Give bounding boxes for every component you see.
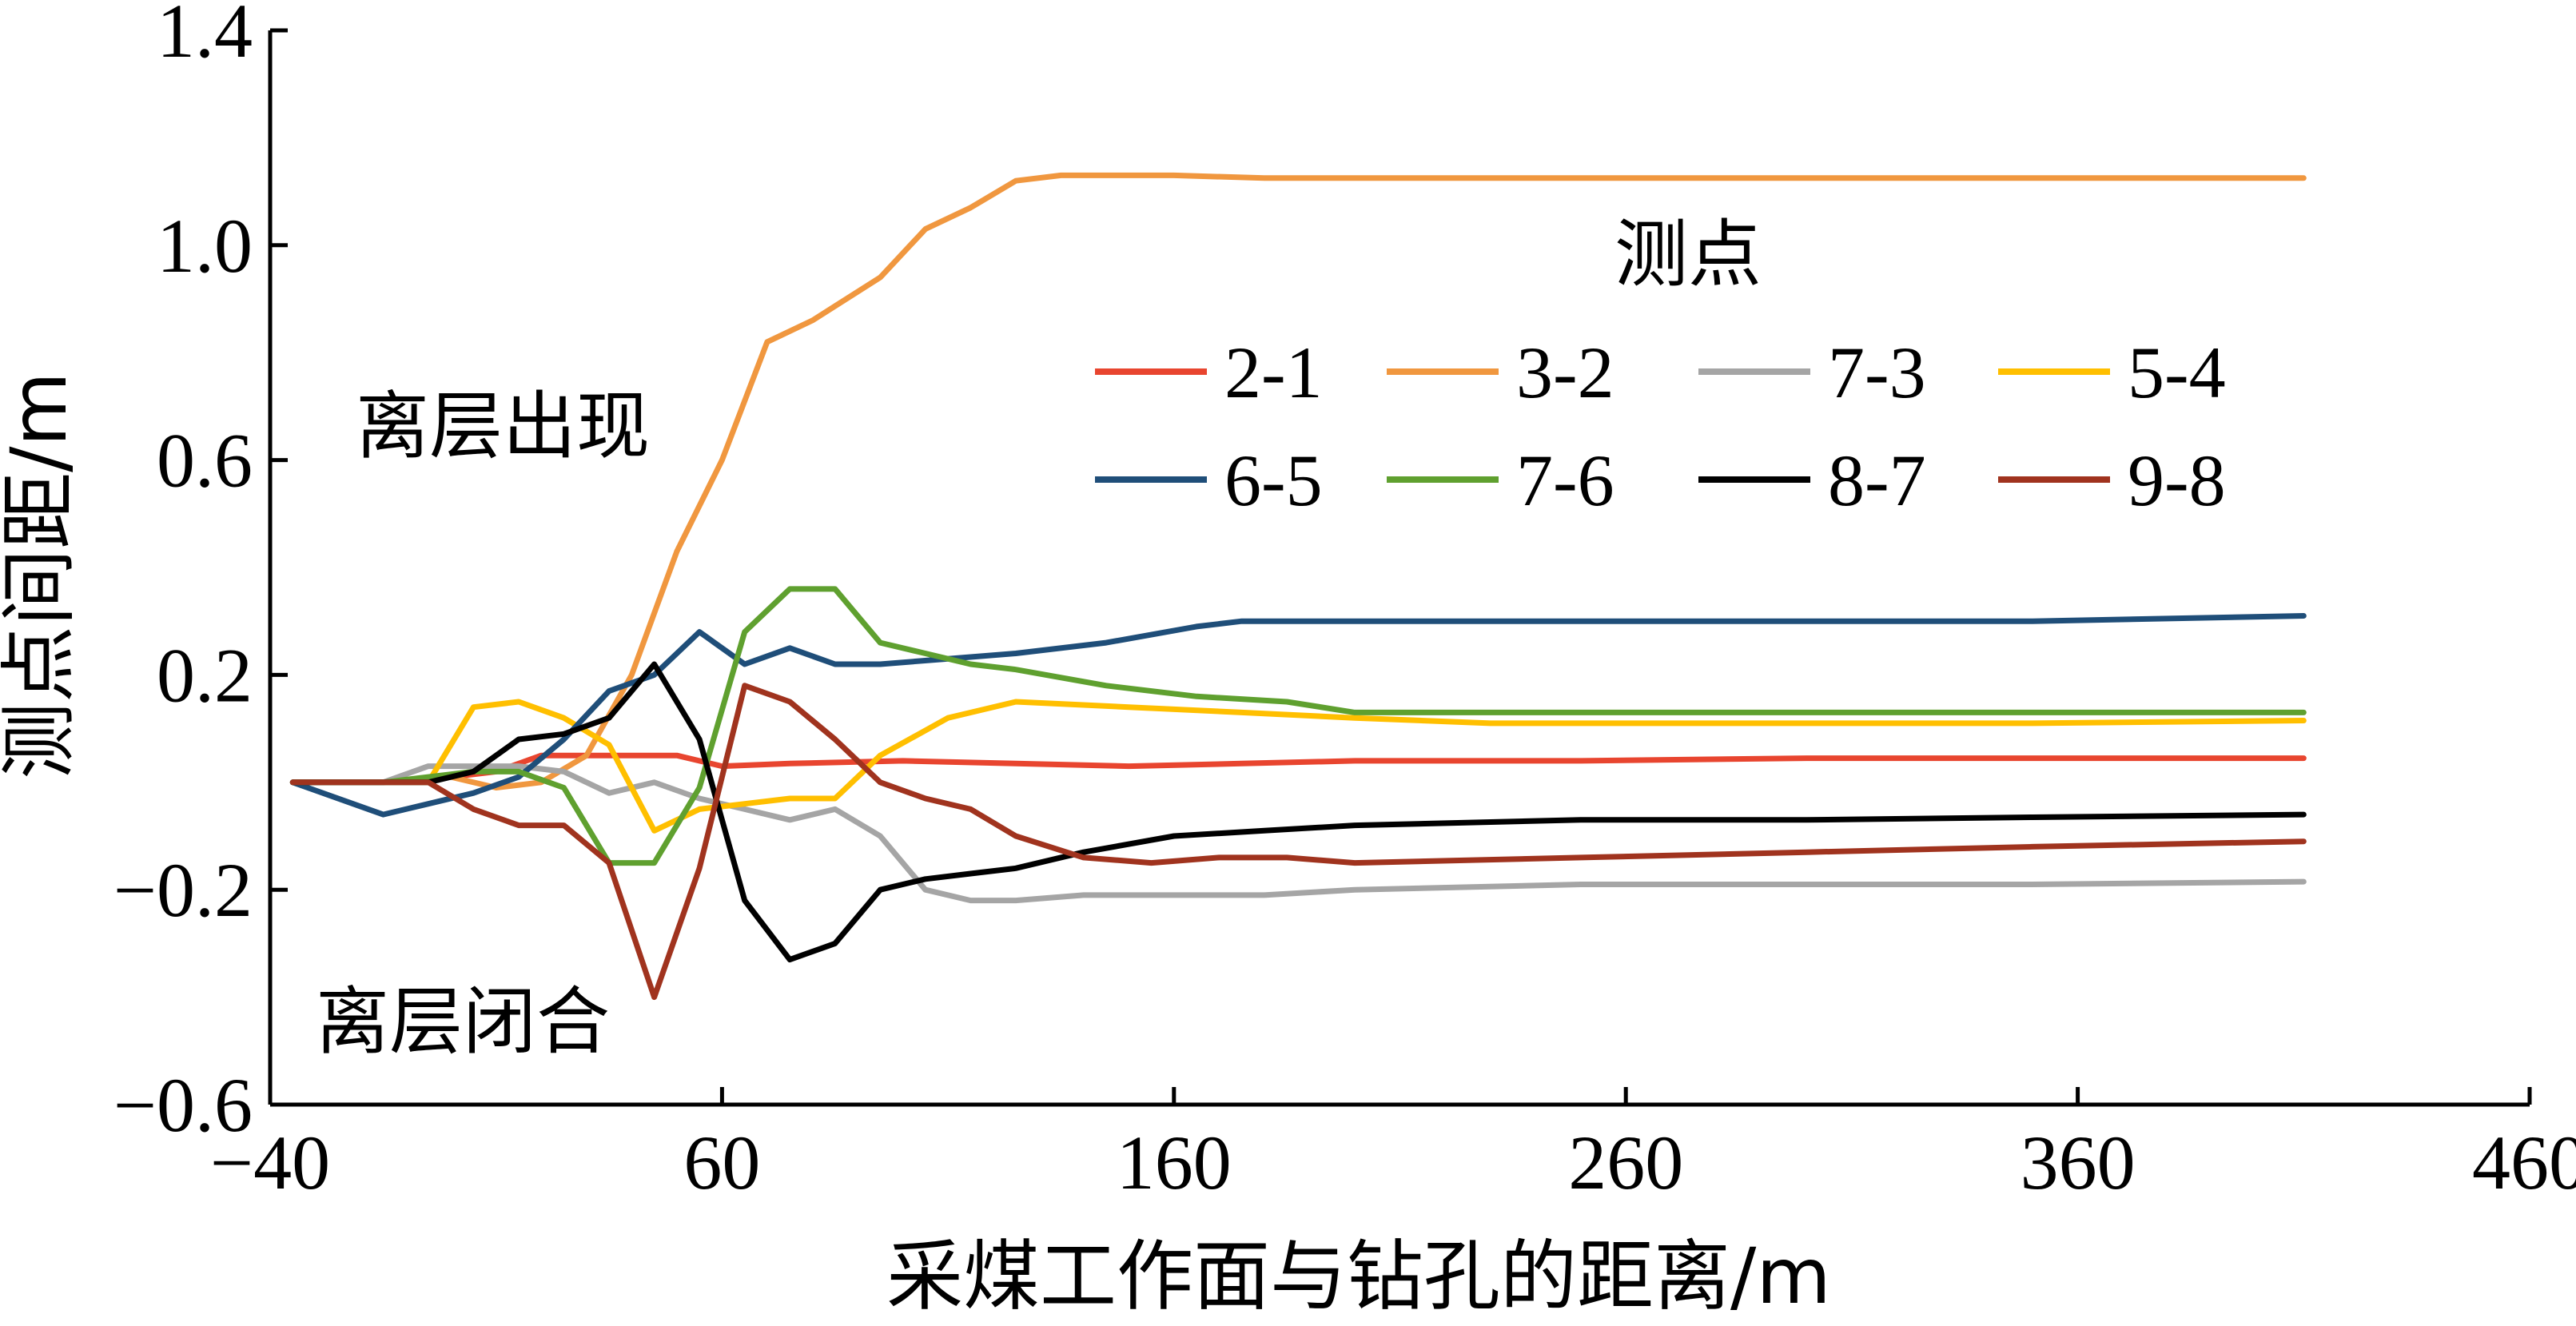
- x-tick-label: 60: [683, 1120, 760, 1205]
- x-tick-label: 160: [1117, 1120, 1232, 1205]
- series-line-7-3: [289, 763, 2307, 904]
- y-tick-label: 1.0: [157, 203, 253, 289]
- y-tick-label: −0.6: [113, 1062, 253, 1148]
- x-tick-label: 260: [1568, 1120, 1683, 1205]
- legend-label-2-1: 2-1: [1224, 332, 1323, 413]
- legend-label-3-2: 3-2: [1516, 332, 1614, 413]
- legend-label-9-8: 9-8: [2128, 440, 2226, 521]
- legend-title: 测点: [1614, 212, 1762, 297]
- series-line-9-8: [289, 683, 2307, 1001]
- y-tick-label: 0.6: [157, 418, 253, 504]
- series-line-5-4: [289, 699, 2307, 834]
- series-line-6-5: [289, 613, 2307, 818]
- y-tick-label: 0.2: [157, 632, 253, 718]
- series-line-3-2: [289, 172, 2307, 790]
- legend: 测点 2-1 3-2 7-3 5-4 6-5 7-6 8-7 9-8: [1095, 212, 2226, 521]
- x-axis-label: 采煤工作面与钻孔的距离/m: [886, 1232, 1831, 1321]
- annotation-separation-appears: 离层出现: [356, 384, 650, 469]
- legend-label-5-4: 5-4: [2128, 332, 2226, 413]
- x-tick-label: 460: [2472, 1120, 2576, 1205]
- legend-label-6-5: 6-5: [1224, 440, 1323, 521]
- x-tick-label: −40: [210, 1120, 330, 1205]
- y-tick-label: 1.4: [157, 0, 253, 74]
- annotation-separation-closes: 离层闭合: [316, 979, 610, 1065]
- axes: −40 60 160 260 360 460 −0.6 −0.2 0.2 0.6 1.0 1.4: [113, 0, 2576, 1205]
- y-tick-label: −0.2: [113, 847, 253, 933]
- series-line-2-1: [289, 752, 2307, 786]
- legend-label-7-3: 7-3: [1828, 332, 1926, 413]
- x-tick-label: 360: [2021, 1120, 2136, 1205]
- legend-label-8-7: 8-7: [1828, 440, 1926, 521]
- series-line-8-7: [289, 661, 2307, 963]
- legend-label-7-6: 7-6: [1516, 440, 1614, 521]
- y-axis-label: 测点间距/m: [0, 372, 84, 779]
- series-line-7-6: [289, 586, 2307, 866]
- series-group: [289, 172, 2307, 1001]
